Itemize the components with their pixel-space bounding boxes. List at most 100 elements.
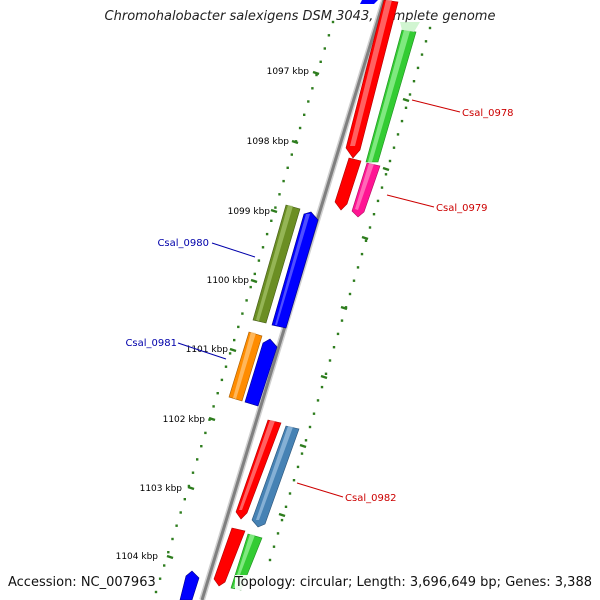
tick-label-1098: 1098 kbp bbox=[247, 137, 290, 147]
gene-blue-top[interactable] bbox=[360, 0, 378, 4]
tick-dot bbox=[249, 285, 252, 289]
tick-dot bbox=[216, 392, 219, 395]
tick-dot bbox=[220, 378, 224, 382]
tick-dot bbox=[280, 518, 284, 522]
tick-mark-1103 bbox=[187, 485, 195, 491]
tick-dot bbox=[270, 219, 273, 222]
tick-dot bbox=[233, 338, 236, 342]
tick-dot bbox=[284, 505, 288, 508]
tick-dot bbox=[328, 359, 332, 362]
tick-dot bbox=[286, 166, 289, 169]
gene-blue-bottom[interactable] bbox=[179, 570, 200, 600]
tick-dot bbox=[183, 498, 186, 501]
tick-label-1099: 1099 kbp bbox=[228, 207, 271, 217]
gene-label-csal-0978[interactable]: Csal_0978 bbox=[462, 108, 514, 119]
tick-label-1100: 1100 kbp bbox=[207, 276, 250, 286]
tick-dot bbox=[212, 405, 215, 408]
tick-dot bbox=[340, 319, 344, 322]
tick-dots-outer bbox=[268, 26, 432, 562]
tick-mark-1099 bbox=[270, 208, 278, 214]
gene-labels: Csal_0978 Csal_0979 Csal_0980 Csal_0981 … bbox=[125, 108, 513, 504]
tick-label-1097: 1097 kbp bbox=[267, 67, 310, 77]
genes-text: Genes: 3,388 bbox=[505, 575, 592, 590]
tick-dot bbox=[257, 259, 261, 262]
length-text: Length: 3,696,649 bp bbox=[356, 575, 497, 590]
tick-dot bbox=[331, 20, 335, 24]
tick-dot bbox=[179, 511, 182, 514]
tick-dot bbox=[392, 146, 396, 149]
tick-dot bbox=[228, 352, 232, 355]
tick-dot bbox=[424, 40, 428, 43]
reverse-strand-genes bbox=[179, 204, 319, 600]
tick-label-1101: 1101 kbp bbox=[186, 345, 229, 355]
tick-mark-1097 bbox=[312, 70, 320, 76]
gene-label-csal-0981[interactable]: Csal_0981 bbox=[125, 338, 177, 349]
tick-dot bbox=[300, 452, 304, 455]
tick-mark-1102 bbox=[208, 416, 216, 422]
tick-dot bbox=[292, 479, 296, 482]
tick-dot bbox=[396, 133, 400, 136]
tick-mark-1104 bbox=[166, 554, 174, 560]
accession-text: Accession: NC_007963 bbox=[8, 575, 156, 590]
tick-dot bbox=[408, 93, 412, 96]
map-title: Chromohalobacter salexigens DSM 3043, co… bbox=[104, 9, 496, 24]
gene-red-4[interactable] bbox=[213, 527, 246, 587]
tick-dot bbox=[276, 532, 280, 535]
tick-label-1103: 1103 kbp bbox=[140, 484, 183, 494]
tick-dot bbox=[158, 577, 162, 580]
gene-red-2[interactable] bbox=[334, 157, 362, 211]
tick-dot bbox=[208, 418, 211, 421]
tick-dot bbox=[237, 325, 240, 329]
tick-dot bbox=[308, 425, 312, 429]
gene-label-csal-0979[interactable]: Csal_0979 bbox=[436, 203, 488, 214]
tick-dot bbox=[428, 26, 432, 30]
tick-dot bbox=[265, 232, 269, 236]
tick-dot bbox=[163, 564, 166, 567]
tick-dot bbox=[191, 471, 195, 474]
tick-dot bbox=[368, 226, 372, 229]
tick-dot bbox=[319, 60, 322, 63]
tick-dot bbox=[282, 179, 285, 183]
tick-dots-inner bbox=[154, 20, 335, 594]
topology-text: Topology: circular bbox=[234, 575, 348, 590]
tick-label-1102: 1102 kbp bbox=[163, 415, 206, 425]
forward-strand-genes bbox=[213, 0, 420, 591]
tick-dot bbox=[167, 551, 170, 554]
tick-dot bbox=[412, 80, 416, 83]
tick-dot bbox=[268, 558, 272, 562]
tick-labels: 1097 kbp 1098 kbp 1099 kbp 1100 kbp 1101… bbox=[116, 67, 310, 562]
tick-mark-1098 bbox=[291, 139, 299, 145]
tick-dot bbox=[307, 100, 310, 103]
tick-dot bbox=[200, 445, 203, 448]
gene-blue-short[interactable] bbox=[244, 338, 278, 407]
tick-dot bbox=[376, 199, 380, 203]
tick-dot bbox=[348, 292, 352, 296]
genome-summary: Topology: circular; Length: 3,696,649 bp… bbox=[234, 575, 592, 590]
tick-marks-outer bbox=[278, 97, 410, 518]
gene-label-csal-0982[interactable]: Csal_0982 bbox=[345, 493, 397, 504]
tick-dot bbox=[420, 53, 424, 56]
tick-dot bbox=[352, 279, 356, 282]
tick-dot bbox=[253, 272, 256, 276]
tick-marks-inner bbox=[166, 70, 320, 560]
tick-dot bbox=[296, 465, 300, 469]
tick-dot bbox=[384, 173, 388, 176]
tick-dot bbox=[388, 159, 392, 163]
tick-dot bbox=[154, 590, 158, 594]
tick-mark-1100 bbox=[250, 278, 258, 284]
tick-dot bbox=[356, 266, 360, 269]
tick-dot bbox=[323, 47, 326, 50]
tick-dot bbox=[315, 73, 318, 77]
tick-dot bbox=[298, 126, 302, 130]
tick-dot bbox=[274, 206, 277, 209]
tick-dot bbox=[261, 246, 265, 249]
tick-dot bbox=[320, 385, 324, 389]
tick-dot bbox=[304, 439, 308, 442]
gene-label-csal-0980[interactable]: Csal_0980 bbox=[157, 238, 209, 249]
tick-dot bbox=[171, 537, 174, 541]
tick-dot bbox=[245, 299, 248, 302]
tick-dot bbox=[324, 372, 328, 375]
tick-dot bbox=[372, 213, 376, 216]
tick-dot bbox=[224, 365, 228, 368]
tick-dot bbox=[272, 545, 276, 548]
